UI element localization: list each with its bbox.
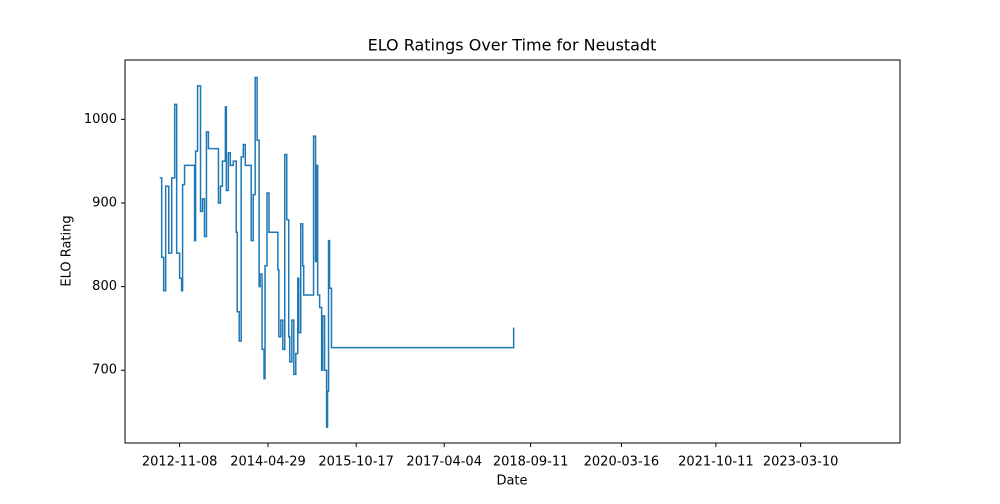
x-tick-label: 2014-04-29 <box>230 455 306 470</box>
y-tick-label: 1000 <box>84 112 117 127</box>
rating-line <box>159 76 515 428</box>
x-tick-label: 2018-09-11 <box>493 455 569 470</box>
x-tick-label: 2020-03-16 <box>584 455 660 470</box>
x-tick-label: 2021-10-11 <box>678 455 754 470</box>
y-tick-label: 800 <box>92 279 117 294</box>
x-axis-label: Date <box>496 474 527 489</box>
plot-frame <box>124 59 901 444</box>
x-tick-label: 2023-03-10 <box>763 455 839 470</box>
y-tick-label: 900 <box>92 195 117 210</box>
y-tick-label: 700 <box>92 363 117 378</box>
chart-title: ELO Ratings Over Time for Neustadt <box>368 36 657 55</box>
x-tick-label: 2015-10-17 <box>318 455 394 470</box>
y-axis-label: ELO Rating <box>60 215 75 286</box>
x-tick-label: 2012-11-08 <box>142 455 218 470</box>
x-tick-label: 2017-04-04 <box>406 455 482 470</box>
